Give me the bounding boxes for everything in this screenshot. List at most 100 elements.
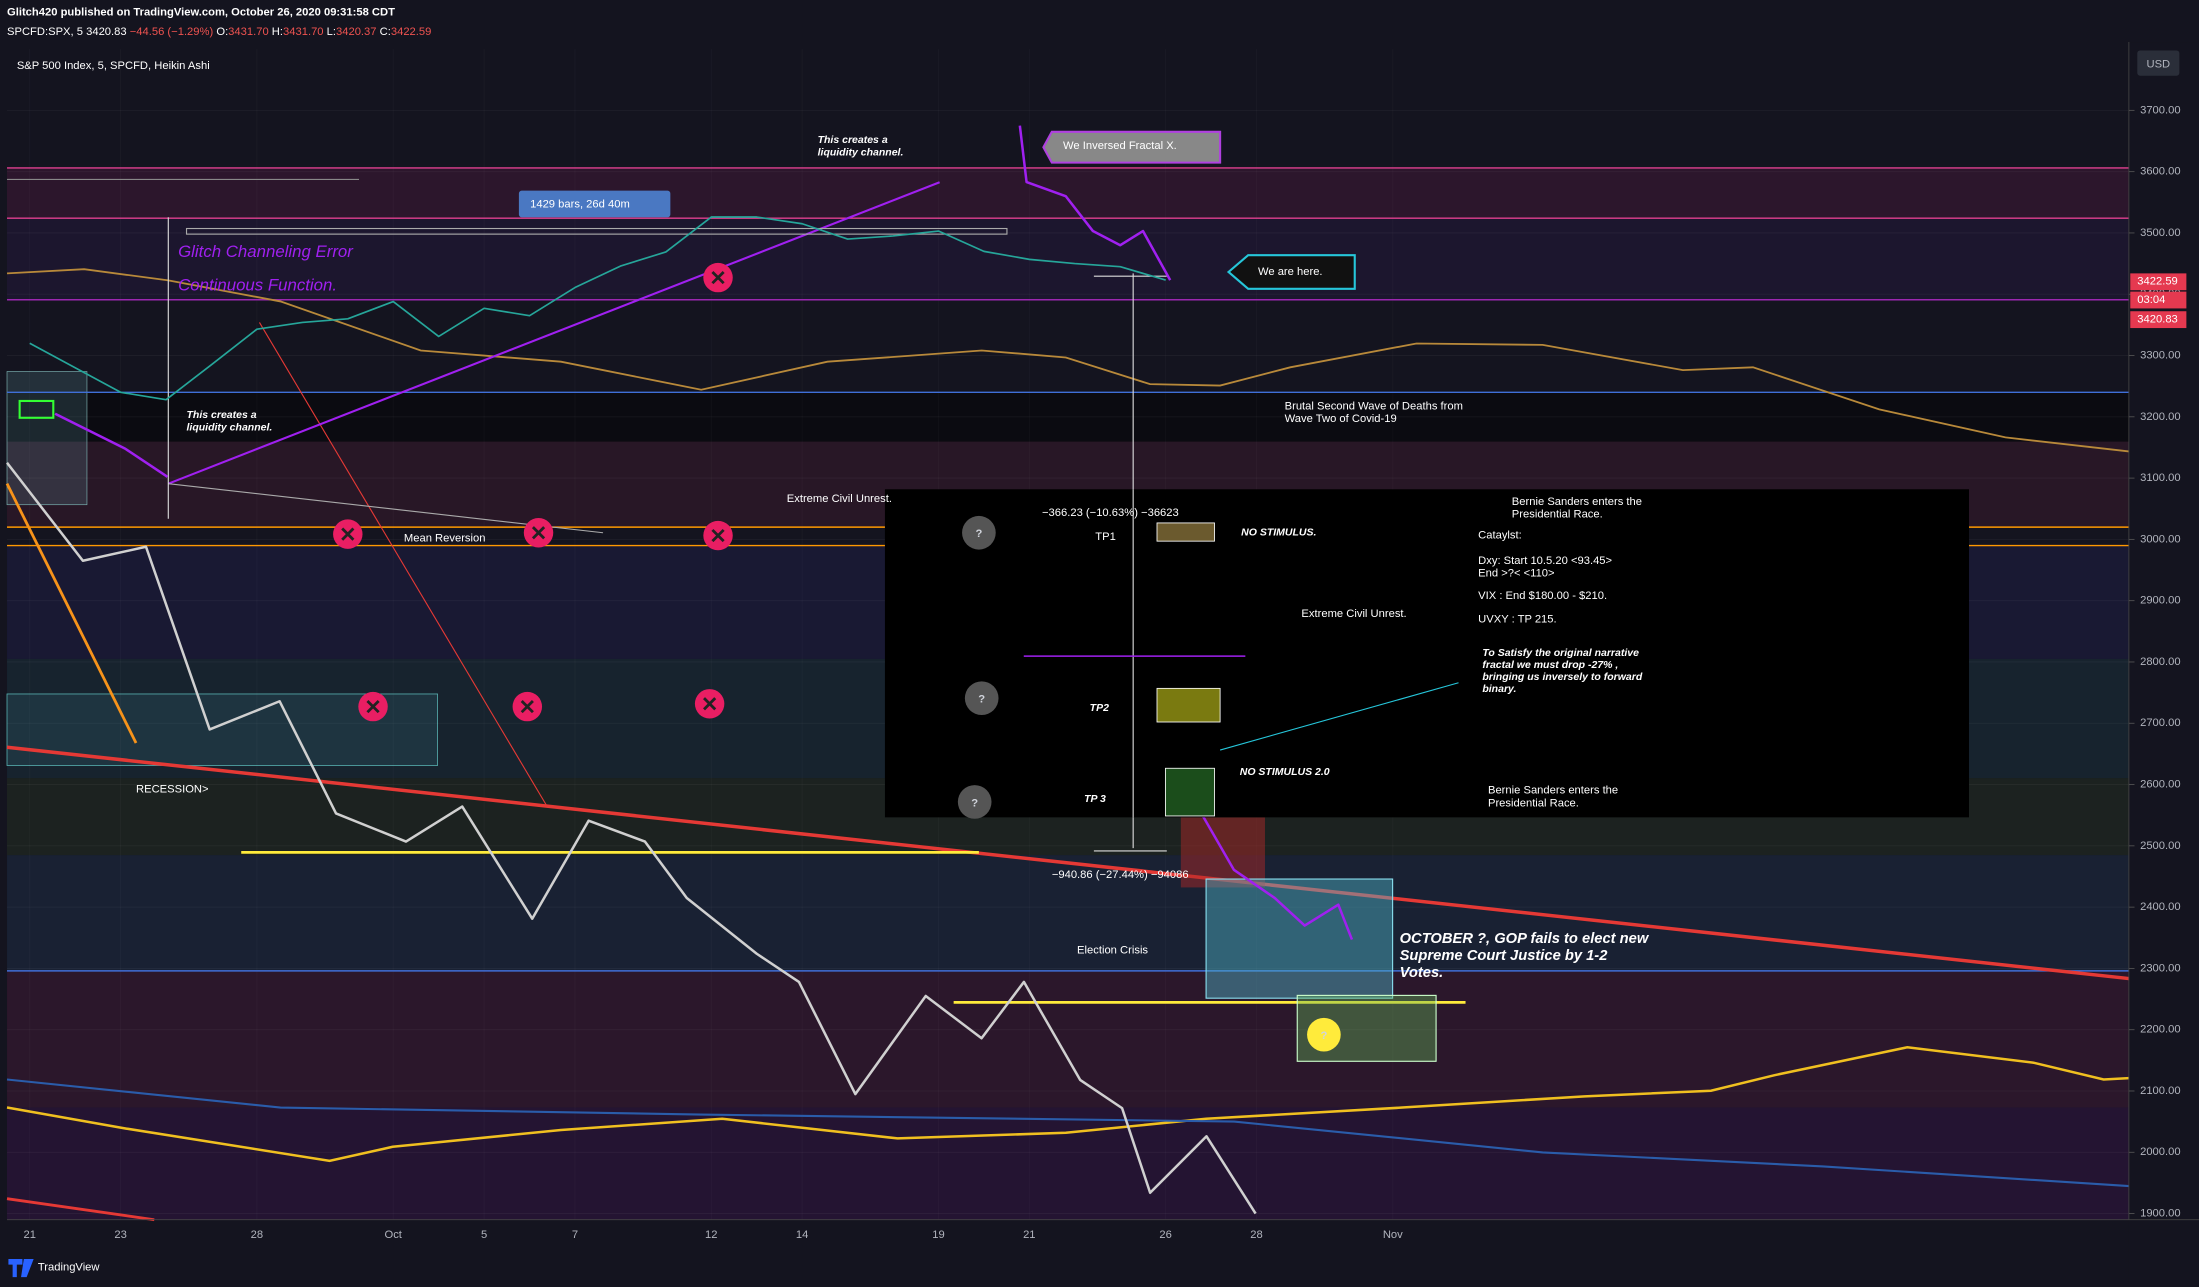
price-tag-label: 3420.83 bbox=[2137, 314, 2178, 326]
h-label: H: bbox=[272, 26, 283, 38]
drawings bbox=[5, 178, 2130, 1222]
high: 3431.70 bbox=[283, 26, 324, 38]
chart-title: S&P 500 Index, 5, SPCFD, Heikin Ashi bbox=[17, 60, 210, 72]
annotation: End >?< <110> bbox=[1478, 567, 1554, 579]
c-label: C: bbox=[380, 26, 391, 38]
y-tick-label: 2800.00 bbox=[2140, 656, 2181, 668]
axis-panel bbox=[2128, 42, 2199, 1287]
series-line bbox=[6, 462, 1257, 1215]
last: 3420.83 bbox=[86, 26, 127, 38]
annotation: Cataylst: bbox=[1478, 530, 1522, 542]
y-tick-label: 2500.00 bbox=[2140, 840, 2181, 852]
trend-line bbox=[258, 322, 548, 807]
y-tick-label: 2900.00 bbox=[2140, 595, 2181, 607]
question-icon bbox=[957, 785, 992, 819]
annotation: Election Crisis bbox=[1077, 944, 1148, 956]
zone bbox=[7, 970, 2129, 1108]
annotation: We are here. bbox=[1258, 266, 1323, 278]
x-marker-cross bbox=[341, 527, 355, 541]
y-tick-label: 3700.00 bbox=[2140, 104, 2181, 116]
o-label: O: bbox=[216, 26, 228, 38]
annotation: Supreme Court Justice by 1-2 bbox=[1400, 948, 1609, 964]
question-mark: ? bbox=[1320, 1030, 1327, 1042]
range-box bbox=[185, 227, 1008, 235]
x-tick-label: 19 bbox=[932, 1229, 944, 1241]
series-line bbox=[54, 125, 1354, 941]
price-tag bbox=[2130, 311, 2187, 329]
annotation: UVXY : TP 215. bbox=[1478, 614, 1556, 626]
annotation: TP 3 bbox=[1084, 793, 1106, 805]
question-icon bbox=[1307, 1017, 1341, 1052]
quote-line: SPCFD:SPX, 5 3420.83 −44.56 (−1.29%) O:3… bbox=[7, 26, 431, 38]
x-tick-label: 28 bbox=[1250, 1229, 1262, 1241]
annotation: bringing us inversely to forward bbox=[1482, 671, 1642, 683]
annotation: Extreme Civil Unrest. bbox=[787, 493, 892, 505]
trend-line bbox=[167, 181, 941, 485]
annotation: Brutal Second Wave of Deaths from bbox=[1285, 401, 1463, 413]
y-tick-label: 2400.00 bbox=[2140, 901, 2181, 913]
annotation: Mean Reversion bbox=[404, 532, 486, 544]
x-marker-cross bbox=[711, 270, 725, 285]
y-tick-label: 2000.00 bbox=[2140, 1146, 2181, 1158]
x-tick-label: 26 bbox=[1159, 1229, 1171, 1241]
annotation: TP1 bbox=[1095, 531, 1116, 543]
annotation: Bernie Sanders enters the bbox=[1488, 785, 1618, 797]
annotation: Presidential Race. bbox=[1488, 797, 1579, 809]
question-icon bbox=[964, 681, 999, 715]
x-marker-cross bbox=[531, 526, 546, 540]
y-tick-label: 1900.00 bbox=[2140, 1208, 2181, 1220]
moving-average bbox=[6, 268, 2129, 453]
x-tick-label: 21 bbox=[23, 1229, 35, 1241]
x-marker-cross bbox=[366, 699, 380, 714]
x-marker-cross bbox=[520, 699, 534, 714]
zone-box bbox=[6, 371, 88, 506]
trend-line bbox=[6, 745, 2130, 981]
y-tick-label: 3100.00 bbox=[2140, 472, 2181, 484]
zone bbox=[7, 392, 2129, 442]
x-tick-label: 21 bbox=[1023, 1229, 1035, 1241]
x-tick-label: Oct bbox=[384, 1229, 402, 1241]
arrow bbox=[1219, 682, 1459, 751]
annotation: NO STIMULUS. bbox=[1241, 527, 1316, 539]
y-tick-label: 3300.00 bbox=[2140, 349, 2181, 361]
y-tick-label: 2300.00 bbox=[2140, 962, 2181, 974]
price-tag bbox=[2130, 291, 2187, 309]
published: published on TradingView.com, October 26… bbox=[61, 7, 396, 19]
callout bbox=[1226, 254, 1356, 290]
trend-line bbox=[6, 1197, 155, 1222]
zone bbox=[7, 168, 2129, 219]
y-tick-label: 3600.00 bbox=[2140, 166, 2181, 178]
annotation-panel bbox=[884, 489, 1970, 818]
y-tick-label: 2100.00 bbox=[2140, 1085, 2181, 1097]
marker-box bbox=[18, 399, 55, 419]
annotation: This creates a bbox=[818, 134, 888, 146]
x-tick-label: 28 bbox=[251, 1229, 263, 1241]
y-tick-label: 2600.00 bbox=[2140, 779, 2181, 791]
zone bbox=[7, 1107, 2129, 1220]
annotation: Dxy: Start 10.5.20 <93.45> bbox=[1478, 555, 1612, 567]
tp-box bbox=[1164, 767, 1215, 817]
y-tick-label: 3500.00 bbox=[2140, 227, 2181, 239]
annotation: RECESSION> bbox=[136, 783, 209, 795]
brand: TradingView bbox=[38, 1261, 101, 1273]
annotation: VIX : End $180.00 - $210. bbox=[1478, 590, 1607, 602]
price-tag-label: 03:04 bbox=[2137, 294, 2165, 306]
zone-box bbox=[1205, 878, 1394, 999]
low: 3420.37 bbox=[336, 26, 377, 38]
question-mark: ? bbox=[975, 528, 982, 540]
y-tick-label: 3200.00 bbox=[2140, 411, 2181, 423]
x-tick-label: 14 bbox=[796, 1229, 808, 1241]
annotation: To Satisfy the original narrative bbox=[1482, 647, 1639, 659]
annotation: TP2 bbox=[1090, 702, 1109, 714]
panel-box bbox=[884, 489, 1970, 818]
price-tag bbox=[2130, 273, 2187, 291]
moving-average bbox=[6, 1045, 2129, 1163]
x-marker-cross bbox=[711, 528, 725, 543]
l-label: L: bbox=[327, 26, 336, 38]
y-tick-label: 3000.00 bbox=[2140, 533, 2181, 545]
zone bbox=[7, 855, 2129, 971]
price-tag-label: 3422.59 bbox=[2137, 276, 2178, 288]
annotation: −366.23 (−10.63%) −36623 bbox=[1042, 507, 1179, 519]
